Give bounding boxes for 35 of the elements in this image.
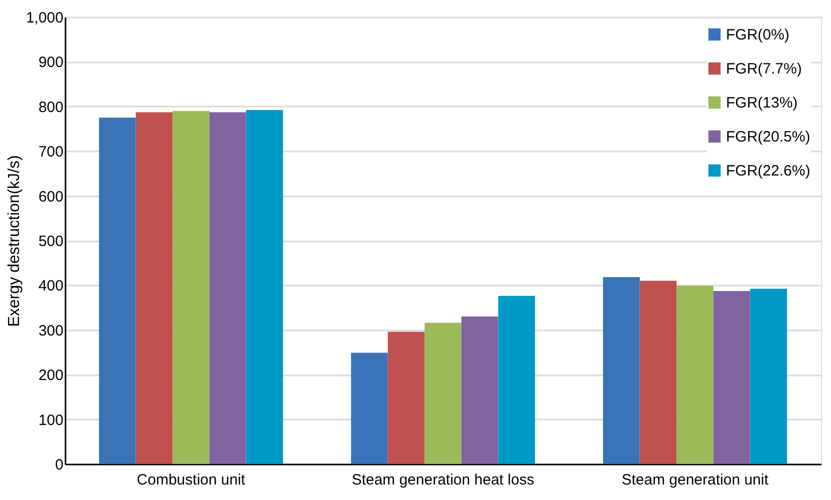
bar — [640, 280, 677, 464]
legend-label: FGR(22.6%) — [726, 162, 810, 180]
y-tick-label: 900 — [38, 54, 64, 72]
legend-label: FGR(13%) — [726, 94, 798, 112]
bar — [424, 322, 462, 464]
y-tick-label: 0 — [55, 456, 64, 474]
bar — [750, 288, 787, 464]
y-axis-title: Exergy destruction(kJ/s) — [6, 155, 23, 327]
bar — [676, 286, 714, 464]
y-tick-label: 100 — [38, 412, 64, 429]
bar — [351, 352, 388, 464]
y-tick-label: 500 — [38, 233, 64, 250]
bar — [209, 112, 246, 464]
legend-label: FGR(20.5%) — [726, 128, 810, 146]
legend-label: FGR(7.7%) — [726, 60, 802, 78]
bar — [246, 110, 283, 464]
y-tick-label: 700 — [38, 144, 64, 161]
bar — [388, 332, 425, 464]
x-tick-label: Combustion unit — [136, 472, 246, 488]
legend-label: FGR(0%) — [726, 26, 790, 44]
y-tick-label: 1,000 — [26, 10, 64, 26]
bar — [498, 296, 535, 464]
y-tick-label: 200 — [38, 367, 64, 384]
bar — [603, 277, 640, 464]
bar — [713, 291, 750, 464]
y-tick-label: 400 — [38, 278, 64, 295]
y-tick-label: 800 — [38, 98, 64, 116]
x-tick-label: Steam generation heat loss — [352, 472, 534, 488]
y-tick-label: 600 — [38, 188, 64, 206]
bar — [136, 112, 173, 464]
y-tick-label: 300 — [38, 322, 64, 340]
bar — [461, 316, 498, 464]
x-tick-label: Steam generation unit — [622, 472, 770, 488]
bar — [172, 110, 210, 464]
bar — [99, 118, 136, 464]
